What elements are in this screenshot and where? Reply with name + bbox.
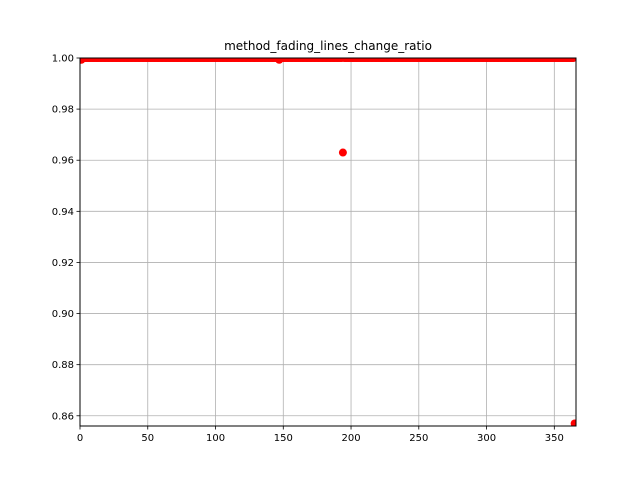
y-tick-label: 0.98 (52, 105, 74, 116)
y-tick-label: 0.94 (52, 207, 74, 218)
x-axis: 0 50 100 150 200 250 300 350 (77, 426, 564, 444)
x-tick-label: 150 (274, 433, 293, 444)
y-tick-label: 0.86 (52, 411, 74, 422)
x-tick-label: 100 (206, 433, 225, 444)
x-tick-label: 50 (141, 433, 154, 444)
chart-title: method_fading_lines_change_ratio (224, 39, 432, 53)
y-tick-label: 0.90 (52, 309, 74, 320)
y-tick-label: 0.92 (52, 258, 74, 269)
data-point (338, 148, 347, 157)
x-tick-label: 200 (341, 433, 360, 444)
x-tick-label: 350 (545, 433, 564, 444)
x-tick-label: 300 (477, 433, 496, 444)
data-points (80, 58, 576, 426)
x-tick-label: 0 (77, 433, 83, 444)
y-tick-label: 0.88 (52, 360, 74, 371)
grid-lines (79, 57, 576, 426)
y-tick-label: 0.96 (52, 156, 74, 167)
plot-frame (79, 57, 577, 427)
x-tick-label: 250 (409, 433, 428, 444)
y-tick-label: 1.00 (52, 54, 74, 65)
data-point (569, 58, 576, 62)
data-point (570, 419, 576, 426)
y-axis: 0.86 0.88 0.90 0.92 0.94 0.96 0.98 1.00 (52, 54, 80, 422)
